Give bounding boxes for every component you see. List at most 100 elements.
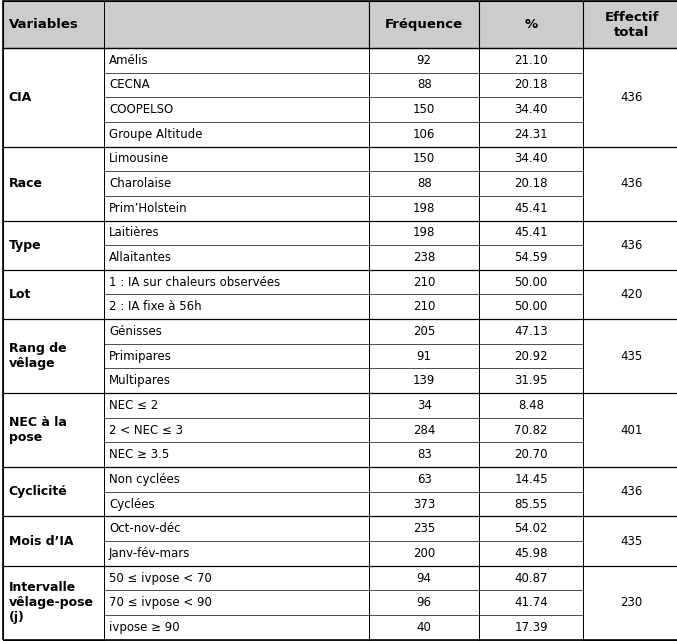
- Bar: [583, 270, 677, 319]
- Text: Génisses: Génisses: [109, 325, 162, 338]
- Bar: [369, 492, 479, 517]
- Text: ivpose ≥ 90: ivpose ≥ 90: [109, 621, 179, 634]
- Text: Laitières: Laitières: [109, 226, 160, 239]
- Text: 2 : IA fixe à 56h: 2 : IA fixe à 56h: [109, 301, 202, 313]
- Text: 150: 150: [413, 153, 435, 165]
- Text: Cyclicité: Cyclicité: [9, 485, 68, 498]
- Text: 235: 235: [413, 522, 435, 535]
- Bar: [369, 344, 479, 369]
- Text: Prim’Holstein: Prim’Holstein: [109, 202, 188, 215]
- Bar: [479, 48, 583, 72]
- Text: 94: 94: [416, 572, 432, 585]
- Text: 2 < NEC ≤ 3: 2 < NEC ≤ 3: [109, 424, 183, 437]
- Bar: [479, 393, 583, 418]
- Bar: [104, 442, 369, 467]
- Bar: [104, 492, 369, 517]
- Bar: [479, 196, 583, 221]
- Text: Janv-fév-mars: Janv-fév-mars: [109, 547, 190, 560]
- Bar: [104, 97, 369, 122]
- Text: Groupe Altitude: Groupe Altitude: [109, 128, 202, 140]
- Bar: [3, 319, 104, 393]
- Text: 20.18: 20.18: [515, 78, 548, 92]
- Text: 238: 238: [413, 251, 435, 264]
- Text: 436: 436: [620, 238, 643, 252]
- Bar: [369, 369, 479, 393]
- Text: 34.40: 34.40: [515, 103, 548, 116]
- Text: 198: 198: [413, 202, 435, 215]
- Bar: [369, 442, 479, 467]
- Text: 420: 420: [620, 288, 643, 301]
- Text: 83: 83: [417, 448, 431, 462]
- Text: 50 ≤ ivpose < 70: 50 ≤ ivpose < 70: [109, 572, 212, 585]
- Bar: [583, 1, 677, 48]
- Bar: [479, 171, 583, 196]
- Text: 96: 96: [416, 596, 432, 609]
- Text: 34.40: 34.40: [515, 153, 548, 165]
- Bar: [104, 196, 369, 221]
- Bar: [104, 294, 369, 319]
- Text: 436: 436: [620, 91, 643, 104]
- Bar: [479, 270, 583, 294]
- Bar: [369, 122, 479, 147]
- Text: 435: 435: [621, 535, 642, 547]
- Text: Rang de
vêlage: Rang de vêlage: [9, 342, 66, 370]
- Bar: [104, 221, 369, 245]
- Bar: [369, 294, 479, 319]
- Text: 14.45: 14.45: [515, 473, 548, 486]
- Text: 20.18: 20.18: [515, 177, 548, 190]
- Bar: [104, 418, 369, 442]
- Text: NEC à la
pose: NEC à la pose: [9, 416, 66, 444]
- Text: 401: 401: [620, 424, 643, 437]
- Bar: [583, 517, 677, 566]
- Bar: [104, 615, 369, 640]
- Text: Non cyclées: Non cyclées: [109, 473, 180, 486]
- Text: 88: 88: [417, 78, 431, 92]
- Bar: [3, 517, 104, 566]
- Text: Charolaise: Charolaise: [109, 177, 171, 190]
- Bar: [369, 566, 479, 590]
- Bar: [479, 492, 583, 517]
- Bar: [104, 590, 369, 615]
- Bar: [369, 72, 479, 97]
- Text: Cyclées: Cyclées: [109, 497, 154, 511]
- Text: 50.00: 50.00: [515, 276, 548, 288]
- Bar: [479, 467, 583, 492]
- Bar: [369, 147, 479, 171]
- Bar: [479, 147, 583, 171]
- Bar: [104, 245, 369, 270]
- Text: 63: 63: [417, 473, 431, 486]
- Text: 54.59: 54.59: [515, 251, 548, 264]
- Bar: [583, 393, 677, 467]
- Text: Oct-nov-déc: Oct-nov-déc: [109, 522, 181, 535]
- Bar: [479, 369, 583, 393]
- Bar: [104, 369, 369, 393]
- Bar: [104, 122, 369, 147]
- Bar: [104, 393, 369, 418]
- Text: 40.87: 40.87: [515, 572, 548, 585]
- Text: 40: 40: [417, 621, 431, 634]
- Text: NEC ≥ 3.5: NEC ≥ 3.5: [109, 448, 169, 462]
- Bar: [583, 48, 677, 147]
- Bar: [369, 319, 479, 344]
- Text: CECNA: CECNA: [109, 78, 150, 92]
- Text: 45.41: 45.41: [515, 202, 548, 215]
- Bar: [3, 1, 369, 48]
- Text: 17.39: 17.39: [515, 621, 548, 634]
- Bar: [583, 319, 677, 393]
- Bar: [479, 221, 583, 245]
- Text: 54.02: 54.02: [515, 522, 548, 535]
- Bar: [479, 566, 583, 590]
- Text: 1 : IA sur chaleurs observées: 1 : IA sur chaleurs observées: [109, 276, 280, 288]
- Text: 45.41: 45.41: [515, 226, 548, 239]
- Bar: [479, 517, 583, 541]
- Text: 45.98: 45.98: [515, 547, 548, 560]
- Text: Primipares: Primipares: [109, 349, 172, 363]
- Bar: [369, 467, 479, 492]
- Bar: [369, 221, 479, 245]
- Text: Intervalle
vêlage-pose
(j): Intervalle vêlage-pose (j): [9, 581, 94, 624]
- Bar: [369, 418, 479, 442]
- Text: Allaitantes: Allaitantes: [109, 251, 172, 264]
- Text: NEC ≤ 2: NEC ≤ 2: [109, 399, 158, 412]
- Text: %: %: [525, 18, 538, 31]
- Bar: [479, 294, 583, 319]
